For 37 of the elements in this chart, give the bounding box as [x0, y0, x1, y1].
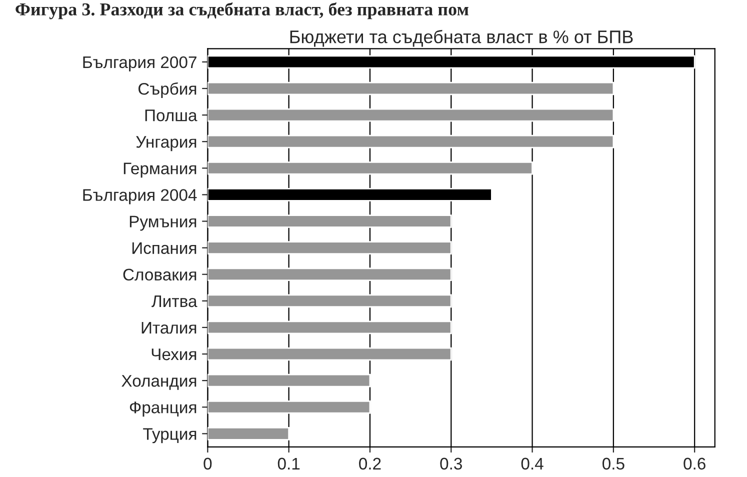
- y-tick-label: Испания: [132, 242, 196, 254]
- x-tick-label: 0.2: [359, 458, 381, 470]
- y-tick-label: Румъния: [130, 216, 196, 231]
- y-tick-label: България 2004: [83, 189, 197, 204]
- y-tick-label: Словакия: [123, 268, 196, 281]
- y-tick-label: Литва: [152, 295, 198, 308]
- x-tick-label: 0.4: [521, 458, 544, 470]
- y-tick-label: Унгария: [136, 136, 196, 152]
- bar: [208, 268, 452, 282]
- x-tick-label: 0.1: [278, 458, 300, 470]
- x-tick-label: 0.5: [602, 458, 624, 470]
- bar: [208, 374, 371, 388]
- chart-title: Бюджети та съдебната власт в % от БПВ: [290, 30, 633, 47]
- bar: [208, 294, 452, 308]
- y-tick-label: Сърбия: [138, 82, 196, 98]
- y-tick-label: Франция: [130, 402, 196, 417]
- bar: [208, 108, 614, 122]
- x-tick-label: 0: [204, 458, 212, 470]
- bar: [208, 347, 452, 361]
- bar: [208, 400, 371, 414]
- y-tick-label: Холандия: [122, 375, 196, 390]
- y-tick-label: Турция: [143, 428, 196, 444]
- text: Фигура 3. Разходи за съдебната власт, без правната пом: [16, 2, 468, 20]
- bar: [208, 161, 533, 175]
- y-tick-label: България 2007: [83, 56, 196, 72]
- bar: [208, 82, 614, 96]
- y-tick-label: Чехия: [152, 348, 196, 360]
- y-tick-label: Германия: [124, 162, 196, 178]
- x-tick-label: 0.3: [440, 458, 462, 470]
- y-tick-label: Италия: [142, 322, 196, 334]
- bar: [208, 134, 614, 148]
- bar: [208, 214, 452, 228]
- x-tick-label: 0.6: [684, 458, 706, 470]
- bar: [208, 241, 452, 254]
- y-tick-label: Полша: [145, 110, 198, 122]
- bar: [208, 320, 452, 334]
- bar: [208, 427, 290, 440]
